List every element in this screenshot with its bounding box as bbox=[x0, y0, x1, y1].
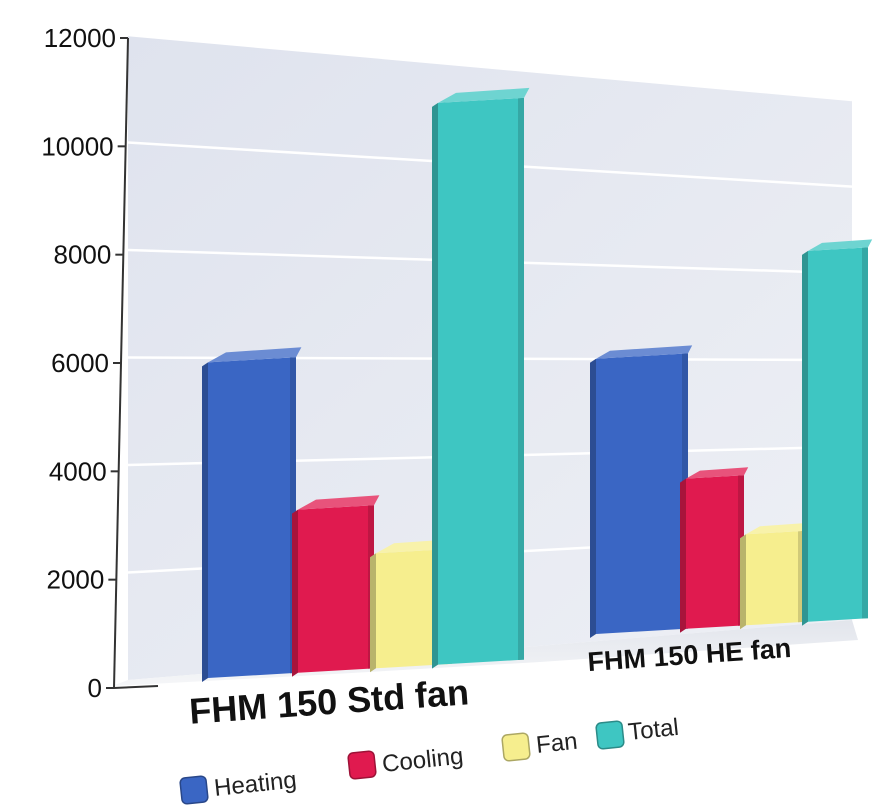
bar-edge-shade bbox=[862, 247, 868, 619]
legend-item-heating: Heating bbox=[179, 766, 298, 805]
legend-swatch bbox=[501, 732, 531, 762]
bar-top-face bbox=[298, 495, 380, 510]
legend-label: Total bbox=[627, 714, 680, 746]
bar-front-face bbox=[746, 530, 804, 626]
bar-top-face bbox=[808, 239, 873, 251]
y-tick-label: 0 bbox=[88, 673, 102, 703]
y-tick-label: 6000 bbox=[51, 348, 109, 378]
x-axis-line bbox=[113, 685, 159, 689]
bar-front-face bbox=[438, 97, 524, 665]
y-tick-label: 2000 bbox=[46, 565, 104, 595]
bar-top-face bbox=[438, 87, 530, 103]
bar-fan-2 bbox=[740, 522, 809, 630]
legend-label: Fan bbox=[535, 728, 579, 759]
bar-front-face bbox=[808, 247, 868, 622]
bar-front-face bbox=[596, 353, 688, 634]
bar-front-face bbox=[208, 357, 296, 678]
bar-heating-1 bbox=[202, 347, 302, 682]
bar-total-2 bbox=[802, 239, 873, 626]
bar-cooling-2 bbox=[680, 467, 749, 633]
bar-top-face bbox=[686, 467, 749, 479]
bar-side-face bbox=[370, 553, 376, 673]
legend-item-total: Total bbox=[595, 714, 680, 750]
bar-front-face bbox=[686, 475, 744, 629]
bar-cooling-1 bbox=[292, 495, 380, 677]
bar-side-face bbox=[292, 509, 298, 677]
y-tick-label: 12000 bbox=[44, 23, 116, 53]
legend-swatch bbox=[179, 775, 209, 805]
legend-label: Heating bbox=[213, 766, 298, 802]
gridline bbox=[127, 33, 853, 102]
bars bbox=[202, 87, 873, 682]
legend-item-fan: Fan bbox=[501, 728, 579, 762]
legend-swatch bbox=[595, 720, 625, 750]
bar-front-face bbox=[298, 505, 374, 673]
bar-top-face bbox=[746, 522, 809, 535]
legend-label: Cooling bbox=[381, 743, 465, 778]
legend: Heating Cooling Fan Total bbox=[179, 714, 680, 805]
y-tick-label: 10000 bbox=[41, 131, 113, 161]
bar-side-face bbox=[202, 362, 208, 682]
bar-heating-2 bbox=[590, 345, 693, 638]
bar-side-face bbox=[590, 358, 596, 638]
bar-side-face bbox=[802, 250, 808, 626]
bar-top-face bbox=[208, 347, 302, 363]
legend-swatch bbox=[347, 750, 377, 780]
bar-side-face bbox=[680, 478, 686, 633]
y-axis: 0 2000 4000 6000 8000 10000 12000 bbox=[41, 23, 159, 703]
y-tick-label: 4000 bbox=[49, 456, 107, 486]
bar-edge-shade bbox=[518, 97, 524, 660]
bar-side-face bbox=[432, 102, 438, 669]
y-tick-label: 8000 bbox=[53, 240, 111, 270]
category-label: FHM 150 Std fan bbox=[188, 671, 470, 731]
bar-total-1 bbox=[432, 87, 530, 669]
bar-side-face bbox=[740, 534, 746, 630]
bar-top-face bbox=[596, 345, 693, 359]
legend-item-cooling: Cooling bbox=[347, 743, 465, 780]
